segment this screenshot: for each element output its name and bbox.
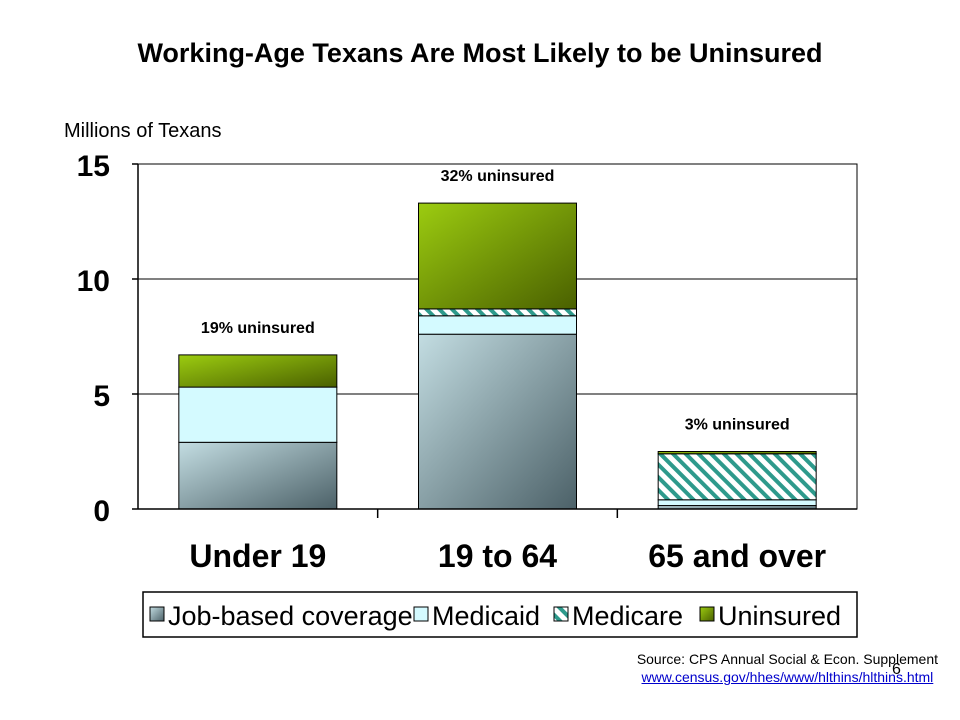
bar-1-1 bbox=[418, 315, 577, 335]
source-link[interactable]: www.census.gov/hhes/www/hlthins/hlthins.… bbox=[641, 669, 934, 685]
bar-1-2 bbox=[418, 308, 577, 317]
bar-2-1 bbox=[657, 499, 817, 507]
legend-swatch-1 bbox=[413, 606, 429, 622]
legend-box bbox=[142, 591, 858, 638]
source-text: Source: CPS Annual Social & Econ. Supple… bbox=[636, 651, 938, 667]
y-axis-label: Millions of Texans bbox=[64, 120, 221, 142]
bar-0-3 bbox=[178, 354, 338, 388]
annotation-0: 19% uninsured bbox=[201, 320, 315, 337]
bar-0-1 bbox=[178, 386, 338, 443]
legend-swatch-2 bbox=[553, 606, 569, 622]
source-note: Source: CPS Annual Social & Econ. Supple… bbox=[637, 650, 938, 686]
annotation-2: 3% uninsured bbox=[685, 417, 790, 434]
annotation-1: 32% uninsured bbox=[441, 168, 555, 185]
bar-0-0 bbox=[178, 441, 338, 510]
legend-swatch-3 bbox=[699, 606, 715, 622]
legend-label-3: Uninsured bbox=[718, 601, 841, 631]
x-tick-label-2: 65 and over bbox=[648, 538, 826, 574]
y-tick-label-1: 5 bbox=[93, 380, 110, 413]
bar-1-0 bbox=[418, 333, 577, 510]
y-tick-label-3: 15 bbox=[77, 150, 110, 183]
legend-swatch-0 bbox=[149, 606, 165, 622]
chart-title: Working-Age Texans Are Most Likely to be… bbox=[137, 38, 823, 68]
legend-label-0: Job-based coverage bbox=[168, 601, 413, 631]
y-tick-label-2: 10 bbox=[77, 265, 110, 298]
bar-2-2 bbox=[657, 453, 817, 501]
stacked-bar-chart: 0 5 10 15 Under 19 19 to 64 65 and over Millio… bbox=[64, 120, 858, 638]
bar-1-3 bbox=[418, 202, 577, 310]
x-tick-label-1: 19 to 64 bbox=[438, 538, 557, 574]
legend-label-1: Medicaid bbox=[432, 601, 540, 631]
legend-label-2: Medicare bbox=[572, 601, 683, 631]
y-tick-label-0: 0 bbox=[93, 495, 110, 528]
bar-2-3 bbox=[657, 451, 817, 455]
x-tick-label-0: Under 19 bbox=[189, 538, 326, 574]
page-number: 6 bbox=[892, 661, 901, 678]
